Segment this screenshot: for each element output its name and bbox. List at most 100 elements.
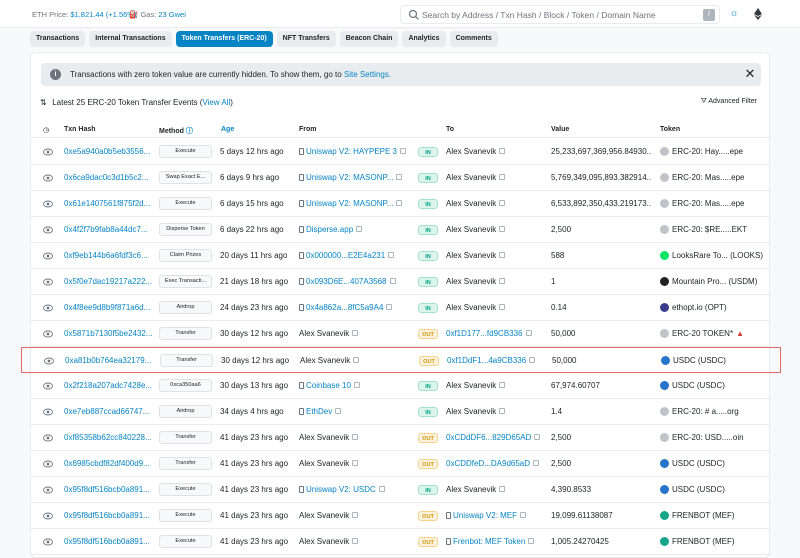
copy-icon[interactable] — [353, 357, 360, 363]
txn-hash-link[interactable]: 0x95f8df516bcb0a891... — [64, 511, 150, 520]
token-link[interactable]: ERC-20: Mas.....epe — [660, 173, 775, 182]
token-link[interactable]: USDC (USDC) — [660, 485, 775, 494]
to-address[interactable]: Alex Svanevik — [446, 277, 551, 286]
token-link[interactable]: USDC (USDC) — [660, 459, 775, 468]
token-link[interactable]: USDC (USDC) — [661, 356, 776, 365]
eye-icon[interactable] — [43, 408, 53, 416]
txn-hash-link[interactable]: 0xa81b0b764ea32179... — [65, 356, 152, 365]
copy-icon[interactable] — [499, 382, 506, 388]
from-address[interactable]: Alex Svanevik — [299, 459, 409, 468]
eye-icon[interactable] — [43, 486, 53, 494]
copy-icon[interactable] — [352, 434, 359, 440]
eye-icon[interactable] — [43, 512, 53, 520]
search-input[interactable]: Search by Address / Txn Hash / Block / T… — [400, 5, 720, 24]
from-address[interactable]: Uniswap V2: HAYPEPE 3 — [299, 147, 409, 156]
eye-icon[interactable] — [44, 357, 54, 365]
copy-icon[interactable] — [335, 408, 342, 414]
to-address[interactable]: Alex Svanevik — [446, 303, 551, 312]
to-address[interactable]: Frenbot: MEF Token — [446, 537, 551, 546]
copy-icon[interactable] — [499, 200, 506, 206]
close-icon[interactable]: ✕ — [744, 66, 756, 81]
from-address[interactable]: Alex Svanevik — [299, 537, 409, 546]
to-address[interactable]: Alex Svanevik — [446, 251, 551, 260]
to-address[interactable]: Alex Svanevik — [446, 407, 551, 416]
copy-icon[interactable] — [378, 486, 385, 492]
from-address[interactable]: Alex Svanevik — [299, 433, 409, 442]
copy-icon[interactable] — [528, 538, 535, 544]
copy-icon[interactable] — [353, 382, 360, 388]
tab-beacon-chain[interactable]: Beacon Chain — [339, 31, 399, 47]
copy-icon[interactable] — [352, 330, 359, 336]
to-address[interactable]: 0xf1DdF1...4a9CB336 — [447, 356, 552, 365]
tab-token-transfers-erc-20[interactable]: Token Transfers (ERC-20) — [175, 31, 273, 47]
eye-icon[interactable] — [43, 434, 53, 442]
copy-icon[interactable] — [499, 174, 506, 180]
from-address[interactable]: Coinbase 10 — [299, 381, 409, 390]
tab-analytics[interactable]: Analytics — [402, 31, 446, 47]
eye-icon[interactable] — [43, 304, 53, 312]
to-address[interactable]: 0xf1D177...fd9CB336 — [446, 329, 551, 338]
to-address[interactable]: Alex Svanevik — [446, 485, 551, 494]
txn-hash-link[interactable]: 0xf85358b62cc840228... — [64, 433, 152, 442]
copy-icon[interactable] — [499, 278, 506, 284]
to-address[interactable]: 0xCDdDF6...829D65AD — [446, 433, 551, 442]
copy-icon[interactable] — [396, 174, 403, 180]
txn-hash-link[interactable]: 0x95f8df516bcb0a891... — [64, 485, 150, 494]
to-address[interactable]: Alex Svanevik — [446, 147, 551, 156]
ethereum-network-icon[interactable] — [753, 8, 763, 20]
eye-icon[interactable] — [43, 330, 53, 338]
from-address[interactable]: Alex Svanevik — [299, 511, 409, 520]
txn-hash-link[interactable]: 0x4f8ee9d8b9f871a6d... — [64, 303, 151, 312]
from-address[interactable]: Alex Svanevik — [299, 329, 409, 338]
tab-internal-transactions[interactable]: Internal Transactions — [89, 31, 172, 47]
view-all-link[interactable]: View All — [202, 98, 231, 107]
tab-comments[interactable]: Comments — [449, 31, 498, 47]
txn-hash-link[interactable]: 0x5871b7130f5be2432... — [64, 329, 153, 338]
sort-icon[interactable]: ⇅ — [40, 98, 47, 107]
copy-icon[interactable] — [356, 226, 363, 232]
from-address[interactable]: Alex Svanevik — [300, 356, 410, 365]
eth-price-value[interactable]: $1,821.44 (+1.56%) — [70, 10, 137, 19]
token-link[interactable]: ERC-20 TOKEN* ▲ — [660, 329, 775, 338]
to-address[interactable]: Alex Svanevik — [446, 199, 551, 208]
site-settings-link[interactable]: Site Settings. — [343, 70, 392, 79]
gas-value[interactable]: 23 Gwei — [158, 10, 186, 19]
to-address[interactable]: Alex Svanevik — [446, 225, 551, 234]
from-address[interactable]: 0x000000...E2E4a231 — [299, 251, 409, 260]
token-link[interactable]: ERC-20: USD.....oin — [660, 433, 775, 442]
token-link[interactable]: Mountain Pro... (USDM) — [660, 277, 775, 286]
tab-transactions[interactable]: Transactions — [30, 31, 86, 47]
from-address[interactable]: Uniswap V2: USDC — [299, 485, 409, 494]
help-circle-icon[interactable]: ◷ — [43, 127, 50, 134]
txn-hash-link[interactable]: 0xe7eb887ccad66747... — [64, 407, 150, 416]
copy-icon[interactable] — [499, 486, 506, 492]
txn-hash-link[interactable]: 0x6ca9dac0c3d1b5c2... — [64, 173, 149, 182]
eye-icon[interactable] — [43, 460, 53, 468]
copy-icon[interactable] — [533, 460, 540, 466]
token-link[interactable]: ERC-20: Mas.....epe — [660, 199, 775, 208]
txn-hash-link[interactable]: 0x2f218a207adc7428e... — [64, 381, 153, 390]
txn-hash-link[interactable]: 0x4f2f7b9fab8a44dc7... — [64, 225, 148, 234]
copy-icon[interactable] — [499, 408, 506, 414]
from-address[interactable]: 0x093D6E...407A3568 — [299, 277, 409, 286]
copy-icon[interactable] — [396, 200, 403, 206]
eye-icon[interactable] — [43, 174, 53, 182]
token-link[interactable]: ERC-20: $RE.....EKT — [660, 225, 775, 234]
copy-icon[interactable] — [388, 252, 395, 258]
to-address[interactable]: Alex Svanevik — [446, 381, 551, 390]
copy-icon[interactable] — [499, 252, 506, 258]
txn-hash-link[interactable]: 0x95f8df516bcb0a891... — [64, 537, 150, 546]
from-address[interactable]: Disperse.app — [299, 225, 409, 234]
copy-icon[interactable] — [529, 357, 536, 363]
from-address[interactable]: 0x4a862a...8fC5a9A4 — [299, 303, 409, 312]
token-link[interactable]: FRENBOT (MEF) — [660, 511, 775, 520]
copy-icon[interactable] — [400, 148, 407, 154]
copy-icon[interactable] — [520, 512, 527, 518]
token-link[interactable]: FRENBOT (MEF) — [660, 537, 775, 546]
txn-hash-link[interactable]: 0x61e1407561f875f2d... — [64, 199, 151, 208]
token-link[interactable]: ERC-20: # a.....org — [660, 407, 775, 416]
copy-icon[interactable] — [386, 304, 393, 310]
copy-icon[interactable] — [352, 512, 359, 518]
copy-icon[interactable] — [499, 226, 506, 232]
tab-nft-transfers[interactable]: NFT Transfers — [276, 31, 336, 47]
